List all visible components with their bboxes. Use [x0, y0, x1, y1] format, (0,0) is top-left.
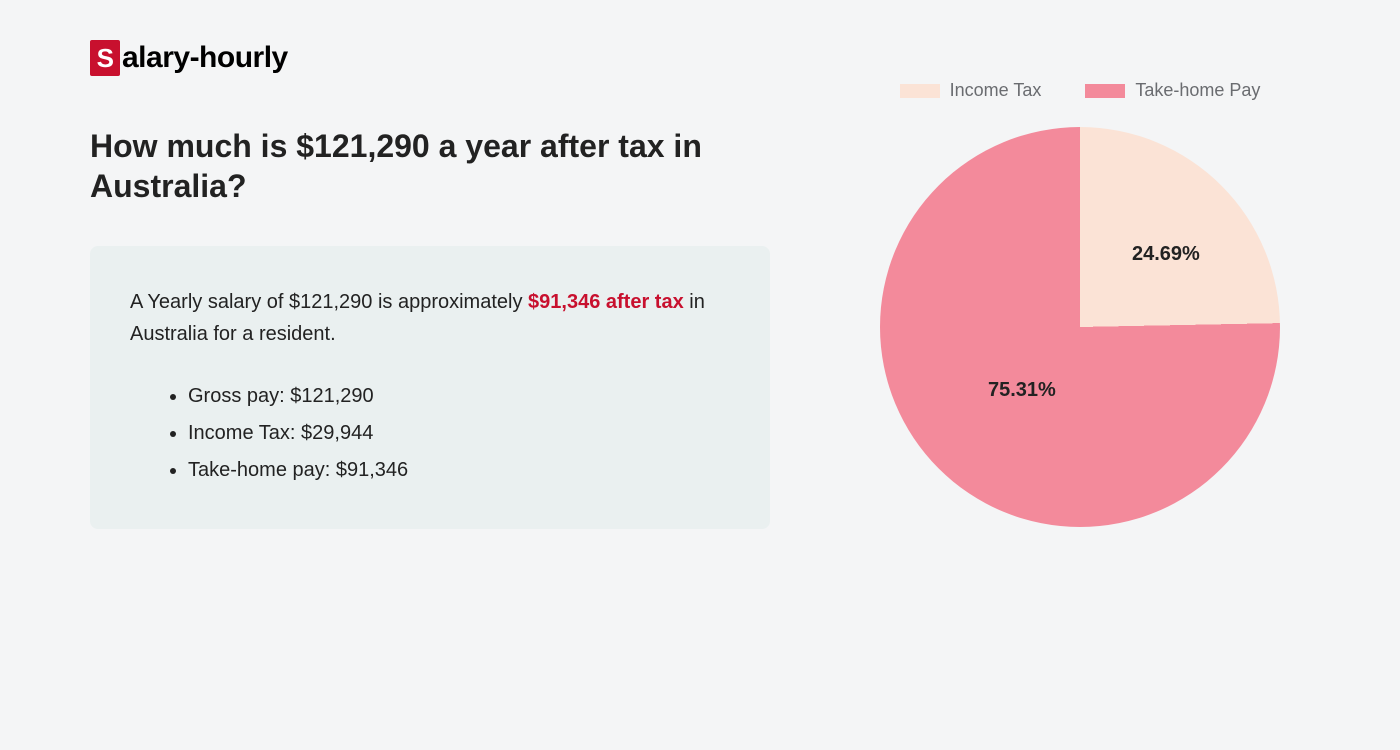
slice-label-take-home: 75.31% [988, 379, 1056, 402]
summary-bullet: Income Tax: $29,944 [188, 415, 730, 452]
legend-swatch [900, 84, 940, 98]
logo-badge-letter: S [90, 40, 120, 76]
summary-bullet: Gross pay: $121,290 [188, 378, 730, 415]
summary-intro-highlight: $91,346 after tax [528, 291, 684, 313]
legend-swatch [1085, 84, 1125, 98]
left-column: S alary-hourly How much is $121,290 a ye… [90, 40, 770, 710]
page-headline: How much is $121,290 a year after tax in… [90, 126, 770, 206]
chart-column: Income Tax Take-home Pay 24.69% 75.31% [850, 40, 1310, 710]
summary-intro: A Yearly salary of $121,290 is approxima… [130, 286, 730, 350]
brand-logo: S alary-hourly [90, 40, 770, 76]
pie-chart: 24.69% 75.31% [880, 127, 1280, 527]
summary-list: Gross pay: $121,290 Income Tax: $29,944 … [130, 378, 730, 489]
summary-card: A Yearly salary of $121,290 is approxima… [90, 246, 770, 529]
slice-label-income-tax: 24.69% [1132, 243, 1200, 266]
logo-text: alary-hourly [122, 41, 288, 75]
chart-legend: Income Tax Take-home Pay [900, 80, 1261, 101]
legend-label: Income Tax [950, 80, 1042, 101]
legend-item-income-tax: Income Tax [900, 80, 1042, 101]
pie-disc [880, 127, 1280, 527]
summary-bullet: Take-home pay: $91,346 [188, 452, 730, 489]
summary-intro-prefix: A Yearly salary of $121,290 is approxima… [130, 291, 528, 313]
legend-label: Take-home Pay [1135, 80, 1260, 101]
legend-item-take-home: Take-home Pay [1085, 80, 1260, 101]
